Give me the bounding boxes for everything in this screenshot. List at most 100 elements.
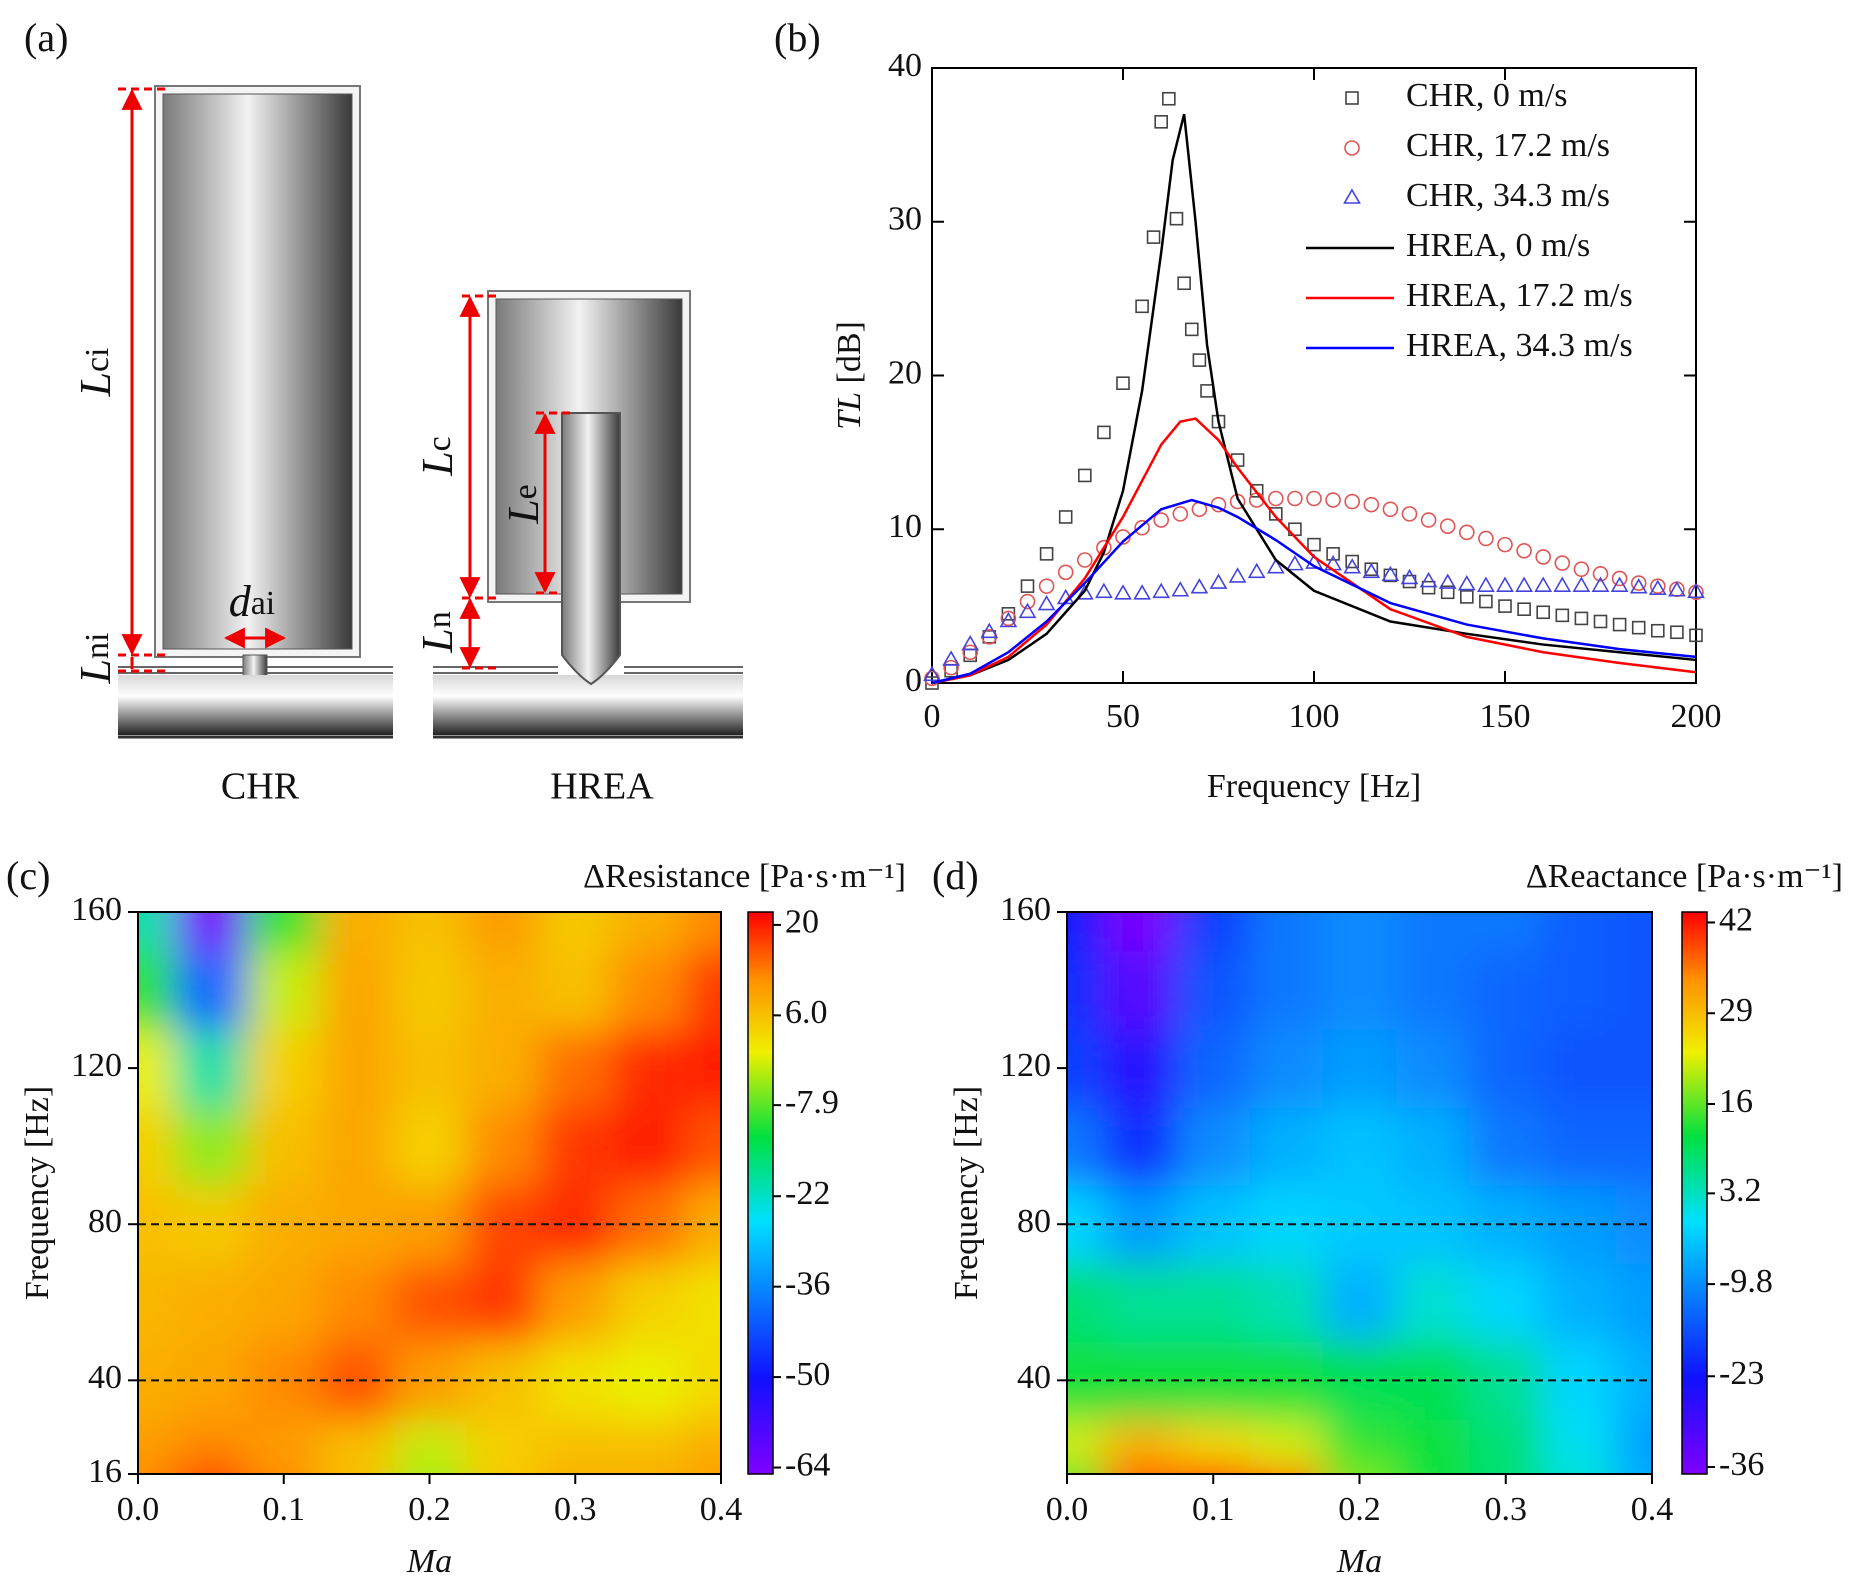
subscript: ci <box>79 347 116 372</box>
heatmap-cell <box>1067 951 1105 1030</box>
heatmap-cell <box>1615 951 1652 1030</box>
heatmap <box>1067 912 1652 1474</box>
marker-circle <box>1401 506 1418 522</box>
marker-triangle <box>1152 582 1171 599</box>
y-tick-label: 40 <box>88 1359 122 1396</box>
heatmap-cell <box>465 1029 540 1108</box>
marker-circle <box>1019 593 1036 610</box>
marker-square <box>1440 585 1455 600</box>
pipe <box>118 675 393 735</box>
marker-circle <box>1344 493 1360 510</box>
marker-triangle <box>1610 576 1629 592</box>
colorbar-tick-label: -36 <box>785 1265 830 1302</box>
heatmap-cell <box>1396 1419 1470 1467</box>
legend-label: HREA, 0 m/s <box>1406 227 1590 264</box>
marker-square <box>1020 579 1035 593</box>
colorbar-tick-label: -64 <box>785 1446 830 1483</box>
colorbar-tick-label: 3.2 <box>1719 1172 1762 1209</box>
colorbar-tick-label: 20 <box>785 904 819 941</box>
dimension-label: dai <box>229 577 276 626</box>
marker-triangle <box>1553 576 1572 592</box>
marker-square <box>1612 617 1627 632</box>
marker-triangle <box>1343 558 1362 574</box>
colorbar-tick-label: -22 <box>785 1175 830 1212</box>
heatmap-cell <box>684 1107 721 1186</box>
heatmap-cell <box>138 1029 175 1108</box>
marker-square <box>1116 376 1130 390</box>
marker-triangle <box>1362 562 1381 579</box>
series-line <box>931 113 1697 685</box>
marker-triangle <box>1591 576 1610 592</box>
y-axis-label: Frequency [Hz] <box>19 1086 56 1300</box>
heatmap-cell <box>684 912 721 952</box>
x-tick-label: 0.1 <box>263 1491 306 1528</box>
heatmap-cell <box>247 912 321 952</box>
legend-entry: HREA, 0 m/s <box>1306 227 1590 264</box>
heatmap-cell <box>1542 1419 1616 1467</box>
heatmap-cell <box>611 951 686 1030</box>
heatmap-cell <box>1322 1263 1397 1342</box>
y-tick-label: 120 <box>71 1047 122 1084</box>
marker-triangle <box>1648 579 1667 596</box>
y-tick-label: 30 <box>888 201 922 238</box>
heatmap-cell <box>138 912 175 952</box>
colorbar-tick-label: 42 <box>1719 901 1753 938</box>
heatmap-cell <box>1067 912 1105 952</box>
heatmap-cell <box>538 1029 613 1108</box>
marker-circle <box>1630 575 1647 591</box>
marker-square <box>1593 614 1608 629</box>
marker-square <box>1460 590 1474 604</box>
marker-triangle <box>1438 573 1457 589</box>
heatmap-cell <box>1103 951 1178 1030</box>
heatmap-cell <box>1542 1107 1616 1186</box>
marker-circle <box>1459 524 1475 541</box>
marker-circle <box>1153 512 1169 528</box>
marker-circle <box>1000 610 1017 627</box>
heatmap-cell <box>684 1466 721 1474</box>
x-tick-label: 0.3 <box>554 1491 597 1528</box>
marker-triangle <box>1228 567 1247 583</box>
pipe-wall <box>118 666 393 674</box>
legend-entry: CHR, 17.2 m/s <box>1344 127 1610 164</box>
heatmap-cell <box>1249 1185 1324 1264</box>
marker-triangle <box>1534 576 1553 592</box>
marker-square <box>1200 384 1214 398</box>
heatmap-cell <box>393 1107 467 1186</box>
marker-square <box>1421 580 1436 595</box>
marker-circle <box>1439 518 1456 534</box>
marker-triangle <box>1095 582 1113 599</box>
heatmap-cell <box>138 951 175 1030</box>
y-tick-label: 80 <box>88 1203 122 1240</box>
heatmap-cell <box>1542 1466 1616 1474</box>
colorbar <box>1681 911 1708 1475</box>
marker-triangle <box>1286 555 1304 571</box>
marker-square <box>1345 91 1359 105</box>
heatmap-cell <box>1322 1107 1397 1186</box>
heatmap <box>138 912 721 1474</box>
x-tick-label: 0 <box>924 698 941 735</box>
panel-label: (c) <box>6 853 50 898</box>
subscript: e <box>507 484 544 499</box>
heatmap-cell <box>1322 1029 1397 1108</box>
heatmap-cell <box>1469 1466 1543 1474</box>
heatmap-cell <box>138 1107 175 1186</box>
heatmap-cell <box>465 951 540 1030</box>
marker-triangle <box>980 622 999 639</box>
heatmap-cell <box>174 1263 248 1342</box>
marker-square <box>1326 547 1340 561</box>
heatmap-cell <box>1469 1107 1543 1186</box>
legend-label: CHR, 34.3 m/s <box>1406 177 1610 214</box>
heatmap-cell <box>1322 1466 1397 1474</box>
heatmap-cell <box>1469 1029 1543 1108</box>
heatmap-cell <box>174 1029 248 1108</box>
y-tick-label: 120 <box>1000 1047 1051 1084</box>
heatmap-cell <box>611 912 686 952</box>
marker-circle <box>1172 506 1189 522</box>
heatmap-cell <box>320 1466 394 1474</box>
marker-circle <box>1535 549 1551 565</box>
dimension-label: Lc <box>413 436 462 477</box>
colorbar-tick-label: -9.8 <box>1719 1263 1773 1300</box>
heatmap-cell <box>1249 951 1324 1030</box>
heatmap-cell <box>1615 1419 1652 1467</box>
heatmap-cell <box>393 1419 467 1467</box>
